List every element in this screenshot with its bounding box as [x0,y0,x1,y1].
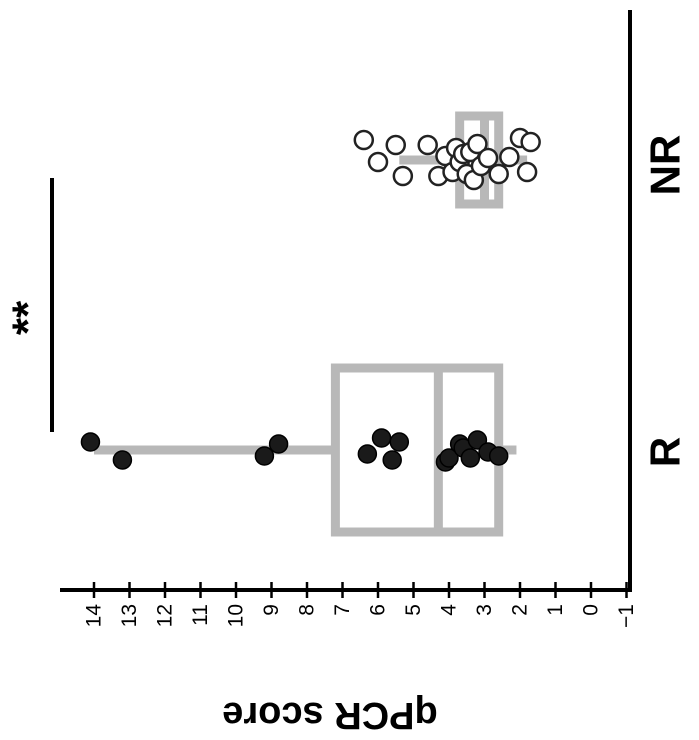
point-r-9 [439,448,459,468]
y-axis-title: qPCR score [222,694,437,736]
point-nr-17 [488,163,509,185]
category-label-nr: NR [642,135,689,196]
y-tick-label-8: 6 [367,604,390,616]
point-r-1 [112,450,133,470]
point-nr-3 [392,165,414,187]
y-tick-label-12: 2 [509,604,532,616]
point-r-3 [268,434,289,454]
y-tick-label-11: 3 [473,604,496,616]
point-r-6 [382,450,402,470]
y-tick-label-10: 4 [438,604,461,616]
point-r-12 [460,448,481,468]
y-tick-label-15: −1 [615,604,638,628]
significance-stars: ** [4,300,53,335]
point-r-7 [389,432,410,452]
point-nr-1 [367,151,389,173]
point-nr-0 [353,129,375,151]
data-points [80,127,541,472]
y-tick-label-4: 10 [225,604,248,627]
y-tick-label-7: 7 [331,604,354,616]
y-tick-label-5: 9 [260,604,283,616]
y-tick-label-2: 12 [154,604,177,627]
category-label-r: R [642,437,689,467]
point-nr-16 [477,147,499,169]
point-nr-4 [417,134,438,156]
axes [60,10,632,598]
point-nr-21 [520,131,541,153]
y-tick-label-14: 0 [580,604,603,616]
point-nr-18 [499,146,520,168]
y-tick-label-0: 14 [83,604,106,628]
y-tick-label-6: 8 [296,604,319,616]
y-tick-label-9: 5 [402,604,425,616]
y-tick-label-3: 11 [189,604,212,626]
y-tick-label-1: 13 [118,604,141,627]
point-nr-20 [516,161,538,183]
point-r-5 [371,428,392,448]
point-nr-2 [385,134,406,156]
y-tick-label-13: 1 [544,604,567,616]
point-r-15 [488,446,509,466]
point-r-4 [357,444,378,464]
point-r-0 [80,432,101,452]
point-r-2 [254,446,275,466]
point-nr-14 [467,133,488,155]
